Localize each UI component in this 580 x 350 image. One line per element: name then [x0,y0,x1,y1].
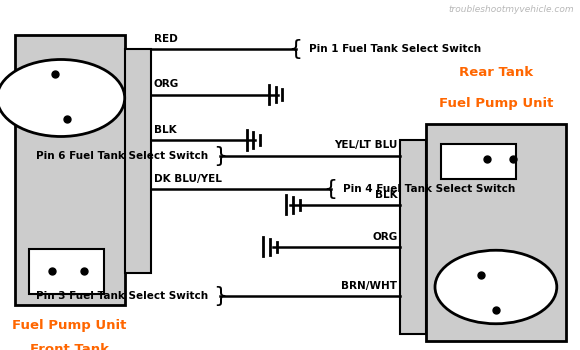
Text: YEL/LT BLU: YEL/LT BLU [334,140,397,150]
FancyBboxPatch shape [441,144,516,178]
Text: Fuel Pump Unit: Fuel Pump Unit [438,97,553,110]
FancyBboxPatch shape [400,140,426,334]
Text: BLK: BLK [154,125,176,135]
Text: DK BLU/YEL: DK BLU/YEL [154,174,222,184]
Text: }: } [213,146,227,166]
Text: Front Tank: Front Tank [30,343,109,350]
FancyBboxPatch shape [14,35,125,304]
Text: BRN/WHT: BRN/WHT [341,280,397,290]
Text: Pin 4 Fuel Tank Select Switch: Pin 4 Fuel Tank Select Switch [343,184,516,194]
Text: BLK: BLK [375,189,397,200]
Text: Pin 6 Fuel Tank Select Switch: Pin 6 Fuel Tank Select Switch [35,151,208,161]
Text: Pin 3 Fuel Tank Select Switch: Pin 3 Fuel Tank Select Switch [35,291,208,301]
Text: Pin 1 Fuel Tank Select Switch: Pin 1 Fuel Tank Select Switch [309,44,481,54]
FancyBboxPatch shape [125,49,151,273]
Text: ORG: ORG [154,79,179,89]
Text: Fuel Pump Unit: Fuel Pump Unit [12,318,127,331]
Text: ORG: ORG [372,231,397,242]
Text: RED: RED [154,34,177,44]
Text: {: { [324,179,338,199]
Text: troubleshootmyvehicle.com: troubleshootmyvehicle.com [448,5,574,14]
Circle shape [435,250,557,324]
Circle shape [0,60,125,136]
Text: }: } [213,286,227,306]
FancyBboxPatch shape [426,124,566,341]
Text: {: { [289,39,303,59]
FancyBboxPatch shape [29,248,104,294]
Text: Rear Tank: Rear Tank [459,66,533,79]
